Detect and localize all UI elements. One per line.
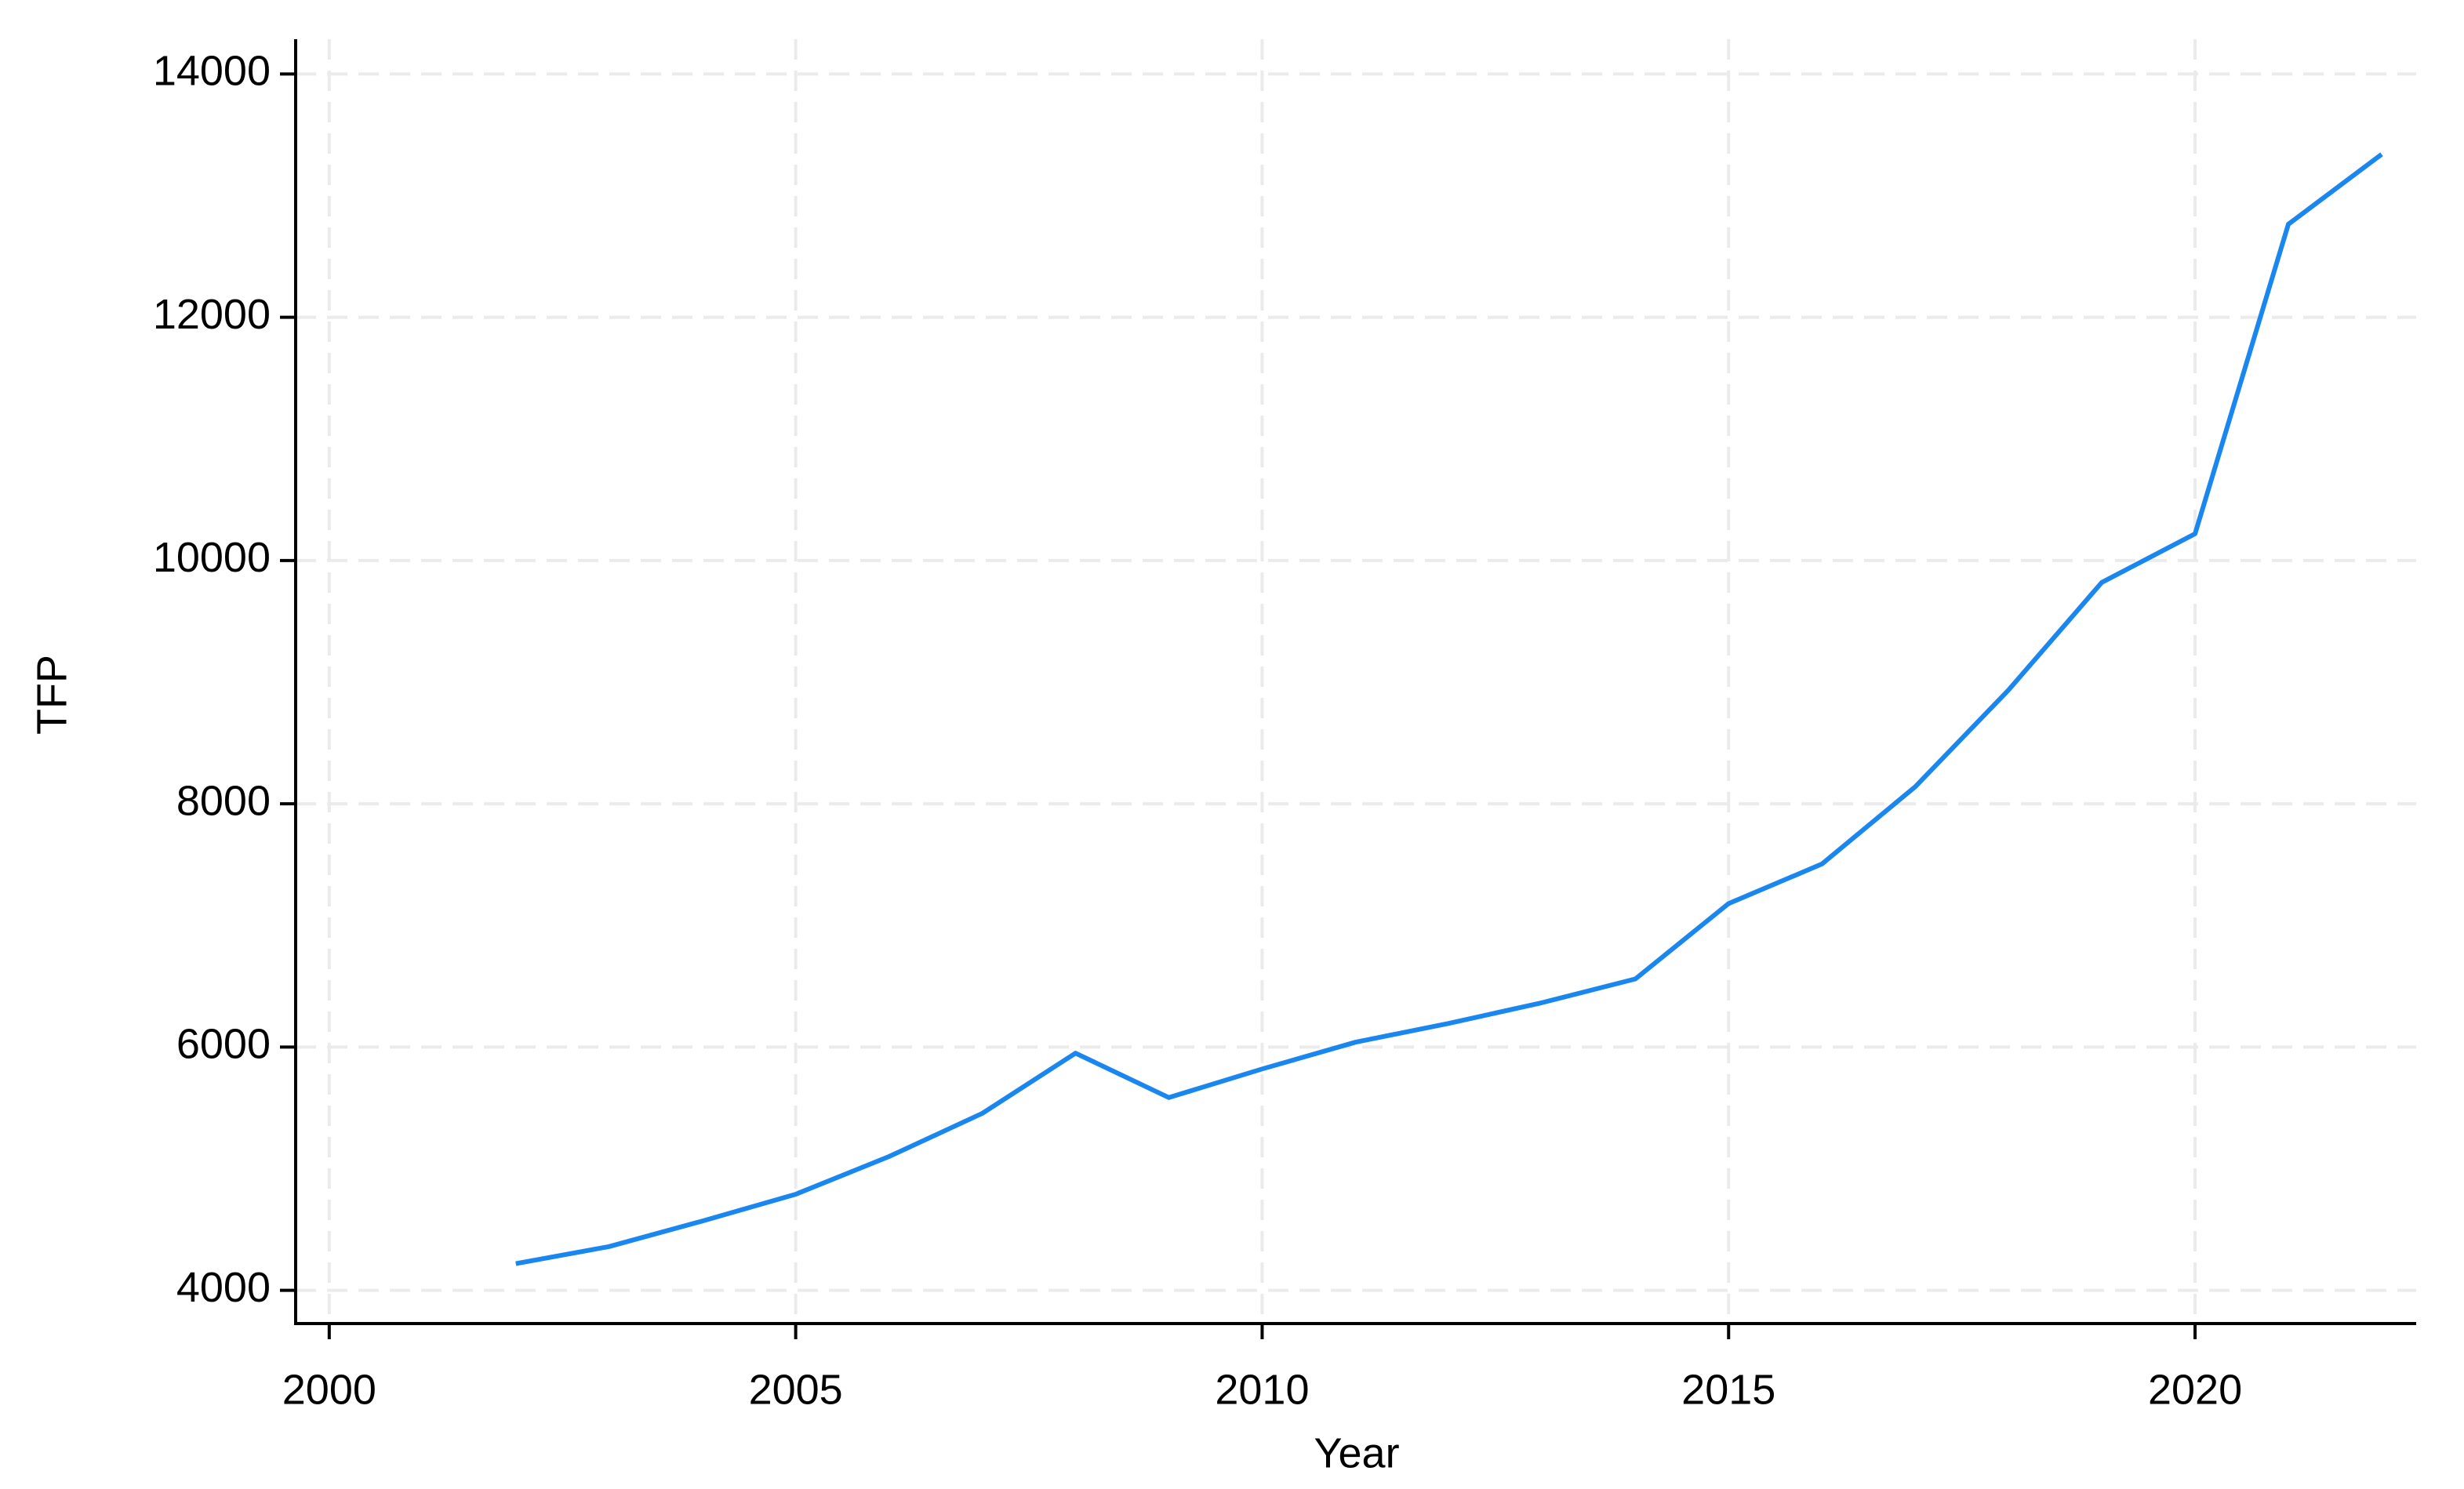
- line: [515, 152, 2383, 1266]
- y-tick-label: 6000: [176, 1021, 271, 1068]
- y-tick-label: 14000: [153, 48, 271, 95]
- x-tick-label: 2000: [282, 1366, 376, 1413]
- x-tick-label: 2020: [2148, 1366, 2242, 1413]
- x-axis-label: Year: [1314, 1429, 1399, 1476]
- y-tick-label: 10000: [153, 534, 271, 581]
- x-tick-label: 2010: [1215, 1366, 1309, 1413]
- x-tick-label: 2005: [749, 1366, 843, 1413]
- y-tick-label: 4000: [176, 1264, 271, 1311]
- y-tick-label: 12000: [153, 291, 271, 338]
- x-tick-label: 2015: [1681, 1366, 1775, 1413]
- y-tick-label: 8000: [176, 777, 271, 824]
- y-axis-label: TFP: [28, 655, 75, 735]
